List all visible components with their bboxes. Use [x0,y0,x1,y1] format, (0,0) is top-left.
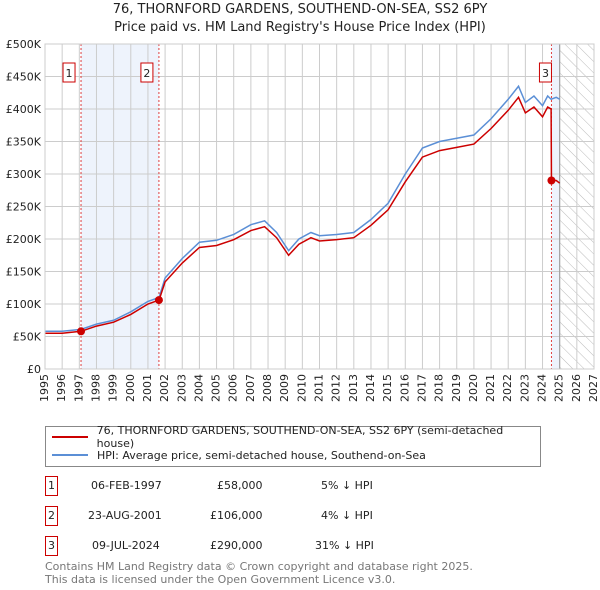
y-tick-label: £150K [6,266,42,279]
sale-hpi: 5% ↓ HPI [321,479,373,492]
legend-swatch-red [52,436,88,438]
sale-point [154,296,163,305]
sale-row: 1 06-FEB-1997 £58,000 5% ↓ HPI [45,476,600,496]
sale-label-box [62,62,76,83]
y-tick-label: £0 [27,363,41,376]
sale-label: 1 [66,67,73,80]
x-tick-label: 2015 [381,374,394,402]
x-tick-label: 2021 [484,374,497,402]
sale-point [547,176,556,185]
x-tick-label: 2014 [364,374,377,402]
x-tick-label: 2000 [124,374,137,402]
y-tick-label: £200K [6,233,42,246]
chart-subtitle: Price paid vs. HM Land Registry's House … [114,20,486,35]
y-tick-label: £50K [13,331,42,344]
y-tick-label: £450K [6,71,42,84]
x-tick-label: 1999 [107,374,120,402]
x-tick-label: 2018 [433,374,446,402]
footer-line: This data is licensed under the Open Gov… [45,573,396,586]
y-tick-label: £300K [6,168,42,181]
x-tick-label: 2017 [415,374,428,402]
y-tick-label: £350K [6,136,42,149]
sale-marker-badge: 2 [45,506,58,526]
x-tick-label: 1997 [72,374,85,402]
y-tick-label: £400K [6,103,42,116]
x-tick-label: 2002 [158,374,171,402]
sale-label-box [140,62,154,83]
x-tick-label: 2026 [570,374,583,402]
sale-hpi: 31% ↓ HPI [315,539,374,552]
x-tick-label: 2011 [313,374,326,402]
sale-price: £106,000 [210,509,263,522]
x-tick-label: 2020 [467,374,480,402]
x-tick-label: 2008 [261,374,274,402]
footer: Contains HM Land Registry data © Crown c… [45,560,473,586]
sale-label: 3 [542,67,549,80]
footer-line: Contains HM Land Registry data © Crown c… [45,560,473,573]
x-tick-label: 2007 [244,374,257,402]
sale-hpi: 4% ↓ HPI [321,509,373,522]
y-tick-label: £100K [6,298,42,311]
x-tick-label: 2004 [192,374,205,402]
x-tick-label: 2012 [330,374,343,402]
x-tick-label: 2019 [450,374,463,402]
hpi-line [45,84,561,333]
x-tick-label: 2003 [175,374,188,402]
x-tick-label: 1995 [38,374,51,402]
x-tick-label: 2005 [210,374,223,402]
legend-swatch-blue [52,454,88,456]
sale-price: £290,000 [210,539,263,552]
x-tick-label: 2010 [295,374,308,402]
legend-item-property: 76, THORNFORD GARDENS, SOUTHEND-ON-SEA, … [52,424,540,450]
sale-label: 2 [143,67,150,80]
y-tick-label: £500K [6,38,42,51]
x-tick-label: 2025 [553,374,566,402]
sale-row: 2 23-AUG-2001 £106,000 4% ↓ HPI [45,506,600,526]
x-tick-label: 2024 [536,374,549,402]
sale-point [77,327,86,336]
plot-frame [44,43,595,370]
x-tick-label: 2009 [278,374,291,402]
legend: 76, THORNFORD GARDENS, SOUTHEND-ON-SEA, … [45,424,541,467]
x-tick-label: 2022 [501,374,514,402]
x-tick-label: 2006 [227,374,240,402]
sale-date: 23-AUG-2001 [88,509,162,522]
x-tick-label: 2001 [141,374,154,402]
chart-title: 76, THORNFORD GARDENS, SOUTHEND-ON-SEA, … [112,2,488,17]
x-tick-label: 2027 [587,374,600,402]
y-tick-label: £250K [6,201,42,214]
legend-label: 76, THORNFORD GARDENS, SOUTHEND-ON-SEA, … [96,424,504,450]
sale-date: 09-JUL-2024 [92,539,160,552]
x-tick-label: 2016 [398,374,411,402]
x-tick-label: 1998 [89,374,102,402]
sale-label-box [538,62,552,83]
sale-date: 06-FEB-1997 [91,479,162,492]
sale-marker-badge: 1 [45,476,58,496]
legend-label: HPI: Average price, semi-detached house,… [97,448,426,462]
sale-row: 3 09-JUL-2024 £290,000 31% ↓ HPI [45,536,600,556]
sale-marker-badge: 3 [45,536,58,556]
sale-price: £58,000 [217,479,263,492]
x-tick-label: 2023 [518,374,531,402]
x-tick-label: 2013 [347,374,360,402]
legend-item-hpi: HPI: Average price, semi-detached house,… [52,447,426,463]
plot-area: 1995 1996 1997 1998 1999 2000 2001 2002 2003 2004… [6,38,600,402]
x-tick-label: 1996 [55,374,68,402]
